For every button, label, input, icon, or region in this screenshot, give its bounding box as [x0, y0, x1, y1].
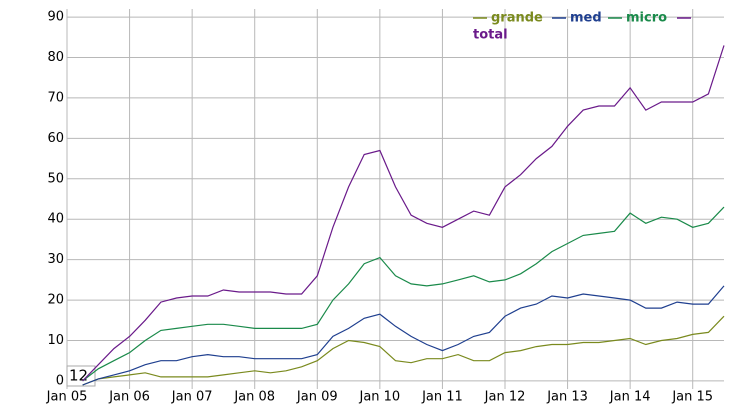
legend-label: grande — [491, 11, 543, 26]
x-tick-label: Jan 07 — [171, 390, 213, 405]
series-line — [82, 285, 725, 386]
x-tick-label: Jan 09 — [296, 390, 338, 405]
x-tick-label: Jan 12 — [484, 390, 526, 405]
y-tick-label: 0 — [56, 373, 64, 388]
legend-label: med — [570, 11, 602, 26]
y-tick-label: 70 — [47, 90, 64, 105]
x-tick-label: Jan 13 — [546, 390, 588, 405]
series-line — [82, 45, 725, 382]
x-tick-label: Jan 10 — [358, 390, 400, 405]
legend-label: micro — [626, 11, 667, 26]
x-tick-label: Jan 08 — [233, 390, 275, 405]
x-tick-label: Jan 14 — [609, 390, 651, 405]
y-tick-label: 60 — [47, 131, 64, 146]
annotation-box — [66, 365, 96, 387]
x-tick-label: Jan 06 — [108, 390, 150, 405]
y-tick-label: 90 — [47, 10, 64, 25]
annotation: 12 — [69, 367, 88, 385]
y-tick-label: 50 — [47, 171, 64, 186]
series-line — [82, 315, 725, 386]
legend-label: total — [473, 28, 508, 43]
series-line — [82, 206, 725, 382]
y-tick-label: 20 — [47, 293, 64, 308]
y-tick-label: 80 — [47, 50, 64, 65]
y-tick-label: 30 — [47, 252, 64, 267]
x-tick-label: Jan 15 — [671, 390, 713, 405]
y-tick-label: 10 — [47, 333, 64, 348]
x-tick-label: Jan 11 — [421, 390, 463, 405]
y-tick-label: 40 — [47, 212, 64, 227]
x-tick-label: Jan 05 — [46, 390, 88, 405]
